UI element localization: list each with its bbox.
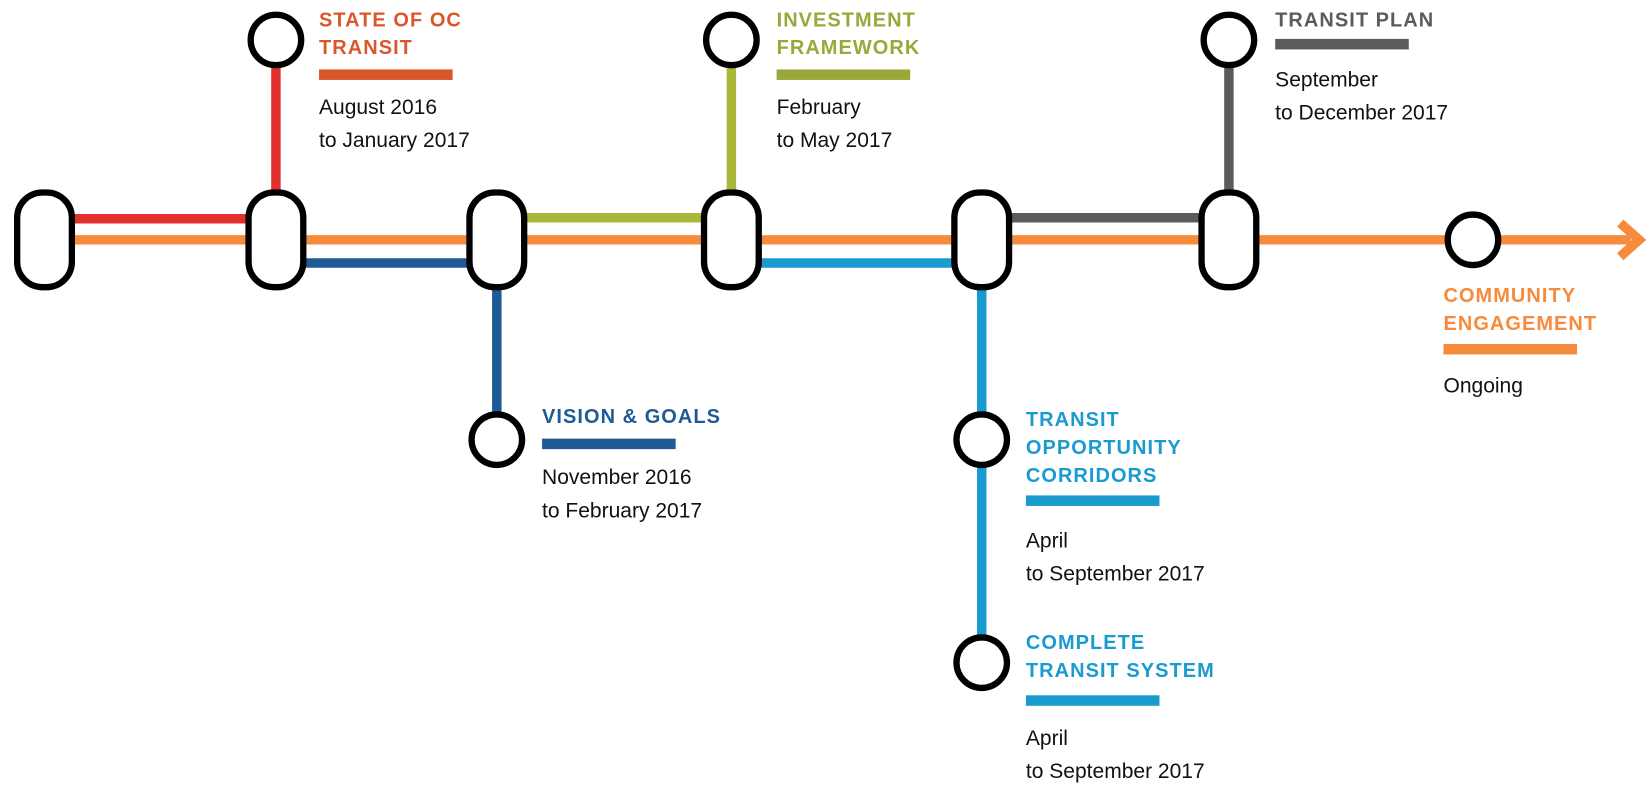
phase-label: STATE OF OC TRANSIT August 2016 to January … bbox=[319, 9, 470, 152]
phase-title: TRANSIT SYSTEM bbox=[1026, 660, 1215, 682]
phase-dates: Ongoing bbox=[1443, 375, 1522, 398]
phase-title: VISION & GOALS bbox=[542, 406, 721, 428]
station-pill bbox=[14, 189, 76, 291]
station-circle bbox=[953, 411, 1011, 469]
phase-dates: September bbox=[1275, 69, 1378, 92]
phase-dates: to September 2017 bbox=[1026, 760, 1205, 783]
phase-dates: to May 2017 bbox=[777, 129, 893, 152]
phase-dates: April bbox=[1026, 727, 1068, 750]
phase-label: TRANSIT PLAN September to December 2017 bbox=[1275, 9, 1448, 125]
station-pill bbox=[245, 189, 307, 291]
phase-title: TRANSIT PLAN bbox=[1275, 9, 1434, 31]
station-circle bbox=[247, 11, 305, 69]
phase-dates: November 2016 bbox=[542, 466, 692, 489]
phase-dates: to January 2017 bbox=[319, 129, 470, 152]
station-circle bbox=[1444, 211, 1502, 269]
phase-dates: to September 2017 bbox=[1026, 562, 1205, 585]
phase-dates: April bbox=[1026, 529, 1068, 552]
corridors-line bbox=[731, 258, 987, 663]
station-circle bbox=[953, 634, 1011, 692]
station-pill bbox=[951, 189, 1013, 291]
station-circle bbox=[702, 11, 760, 69]
phase-title: STATE OF OC bbox=[319, 9, 462, 31]
state-line bbox=[44, 39, 281, 224]
phase-title: INVESTMENT bbox=[777, 9, 916, 31]
phase-title: TRANSIT bbox=[1026, 409, 1120, 431]
phase-title: COMPLETE bbox=[1026, 632, 1145, 654]
phase-title: OPPORTUNITY bbox=[1026, 437, 1182, 459]
phase-dates: to February 2017 bbox=[542, 499, 702, 522]
phase-title: CORRIDORS bbox=[1026, 465, 1158, 487]
phase-dates: August 2016 bbox=[319, 96, 437, 119]
phase-underline bbox=[776, 69, 911, 80]
station-circle bbox=[468, 411, 526, 469]
phase-title: COMMUNITY bbox=[1443, 285, 1576, 307]
plan-line bbox=[981, 39, 1234, 223]
phase-underline bbox=[1025, 695, 1160, 706]
station-circle bbox=[1200, 11, 1258, 69]
phase-label: COMPLETE TRANSIT SYSTEM April to September … bbox=[1025, 632, 1215, 783]
phase-underline bbox=[319, 69, 453, 80]
station-pill bbox=[700, 189, 762, 291]
phase-label: COMMUNITY ENGAGEMENT Ongoing bbox=[1443, 285, 1597, 398]
phase-underline bbox=[1275, 38, 1409, 50]
phase-label: TRANSIT OPPORTUNITY CORRIDORS April to Septe… bbox=[1025, 409, 1205, 585]
phase-title: TRANSIT bbox=[319, 37, 413, 59]
phase-underline bbox=[1443, 343, 1578, 355]
investment-line bbox=[496, 39, 737, 223]
phase-underline bbox=[1025, 495, 1160, 506]
phase-dates: to December 2017 bbox=[1275, 102, 1448, 125]
phase-title: ENGAGEMENT bbox=[1443, 313, 1597, 335]
station-pill bbox=[466, 189, 528, 291]
phase-label: VISION & GOALS November 2016 to February 2… bbox=[542, 406, 721, 522]
phase-dates: February bbox=[777, 96, 862, 119]
phase-label: INVESTMENT FRAMEWORK February to May 2017 bbox=[776, 9, 921, 152]
arrow-head bbox=[1617, 219, 1647, 261]
station-pill bbox=[1198, 189, 1260, 291]
phase-underline bbox=[542, 438, 676, 450]
vision-line bbox=[275, 258, 502, 440]
phase-title: FRAMEWORK bbox=[777, 37, 921, 59]
